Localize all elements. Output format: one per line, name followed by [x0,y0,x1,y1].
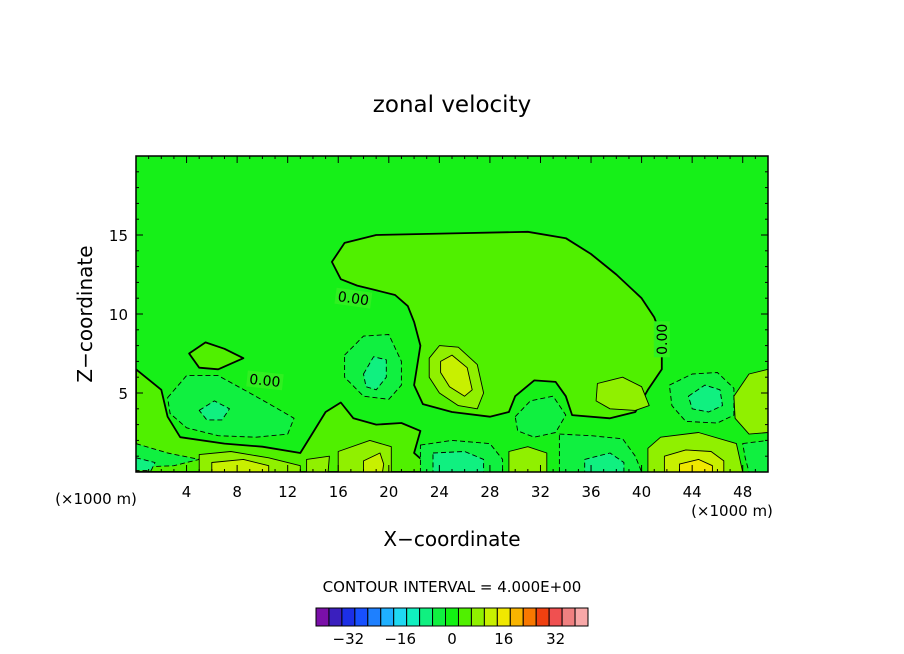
contour-region-6 [167,375,295,438]
contour-label-bg-1 [246,370,284,391]
contour-label-bg-2 [653,321,670,358]
contour-region-7 [198,400,230,421]
x-axis-label: X−coordinate [383,527,520,551]
x-axis: 4 8 12 16 20 24 28 32 36 40 44 48 [148,156,756,501]
colorbar-tick-label-2: 0 [447,630,457,648]
y-axis-label: Z−coordinate [73,245,97,382]
colorbar-swatch-7 [406,607,421,627]
x-tick-label-11: 48 [733,483,752,501]
y-tick-label-0: 5 [118,385,128,403]
colorbar-tick-label-4: 32 [546,630,565,648]
contour-region-2 [440,354,473,397]
contour-region-28 [508,446,548,472]
contour-region-10 [687,384,723,413]
plot-area: 0.00 0.00 0.00 [136,156,768,472]
contour-label-bg-0 [334,287,373,309]
colorbar-swatch-4 [367,607,382,627]
colorbar: −32 −16 0 16 32 [315,607,589,648]
colorbar-swatch-19 [561,607,576,627]
contour-region-22 [432,451,485,472]
colorbar-swatch-11 [457,607,472,627]
colorbar-swatch-8 [419,607,434,627]
contour-region-5 [188,341,245,371]
contour-region-12 [514,395,567,438]
x-unit-right: (×1000 m) [691,502,773,520]
contour-region-8 [595,376,650,411]
colorbar-swatch-13 [483,607,498,627]
contour-region-20 [306,455,330,472]
y-tick-label-1: 10 [109,306,128,324]
x-tick-label-8: 36 [581,483,600,501]
contour-region-11 [733,368,768,435]
colorbar-swatch-9 [432,607,447,627]
x-tick-label-2: 12 [278,483,297,501]
x-tick-label-6: 28 [480,483,499,501]
x-tick-label-7: 32 [531,483,550,501]
x-tick-label-3: 16 [329,483,348,501]
x-unit-left: (×1000 m) [55,490,137,508]
y-axis: 5 10 15 [109,171,768,457]
colorbar-swatch-14 [496,607,511,627]
contour-label-2: 0.00 [655,324,671,355]
contour-region-4 [363,356,387,391]
contour-region-29 [742,439,768,472]
contour-label-0: 0.00 [337,289,370,309]
contour-region-24 [584,452,625,472]
colorbar-swatch-20 [574,607,589,627]
colorbar-swatch-5 [380,607,395,627]
contour-region-15 [136,457,156,471]
y-tick-label-2: 15 [109,227,128,245]
colorbar-swatch-18 [548,607,563,627]
colorbar-swatch-17 [535,607,550,627]
colorbar-swatch-12 [470,607,485,627]
x-tick-label-4: 20 [379,483,398,501]
colorbar-swatch-2 [341,607,356,627]
chart-title: zonal velocity [373,92,531,118]
contour-interval-text: CONTOUR INTERVAL = 4.000E+00 [323,578,582,596]
contour-label-1: 0.00 [248,372,281,391]
colorbar-swatch-6 [393,607,408,627]
colorbar-swatch-0 [315,607,330,627]
x-tick-label-10: 44 [683,483,702,501]
x-tick-label-1: 8 [232,483,242,501]
x-tick-label-0: 4 [182,483,192,501]
colorbar-tick-label-0: −32 [333,630,365,648]
contour-region-0 [331,230,663,420]
x-tick-label-5: 24 [430,483,449,501]
x-tick-label-9: 40 [632,483,651,501]
colorbar-tick-label-1: −16 [384,630,416,648]
colorbar-swatch-1 [328,607,343,627]
colorbar-tick-label-3: 16 [494,630,513,648]
colorbar-swatch-16 [522,607,537,627]
colorbar-swatch-10 [445,607,459,627]
colorbar-swatch-3 [354,607,369,627]
colorbar-swatch-15 [509,607,524,627]
